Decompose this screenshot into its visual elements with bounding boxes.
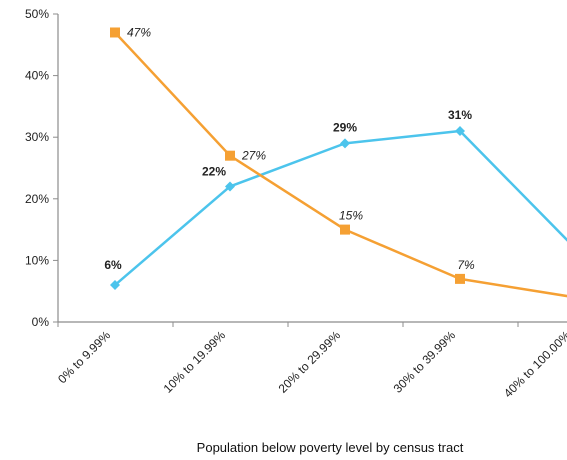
x-tick-label: 20% to 29.99% — [276, 328, 344, 396]
data-label: 29% — [333, 120, 357, 134]
x-tick-label: 10% to 19.99% — [161, 328, 229, 396]
data-point-marker — [455, 273, 465, 284]
data-label: 31% — [448, 108, 472, 122]
y-tick-label: 40% — [25, 69, 49, 83]
y-tick-label: 30% — [25, 130, 49, 144]
y-tick-label: 50% — [25, 7, 49, 21]
x-tick-label: 30% to 39.99% — [391, 328, 459, 396]
data-point-marker — [340, 138, 350, 149]
x-tick-label: 0% to 9.99% — [55, 328, 113, 386]
data-point-marker — [225, 181, 235, 192]
data-labels: 6% 22% 29% 31% 47% 27% 15% 7% — [104, 25, 475, 272]
data-point-marker — [340, 224, 350, 235]
data-point-marker — [225, 150, 235, 161]
data-label: 7% — [457, 258, 475, 272]
data-point-marker — [110, 280, 120, 291]
y-tick-label: 20% — [25, 192, 49, 206]
x-tick-label: 40% to 100.00% — [501, 328, 567, 400]
data-label: 6% — [104, 258, 122, 272]
series-layer — [110, 27, 567, 298]
axes: 0% 10% 20% 30% 40% 50% 0% to 9.99% 10% to 19.99… — [25, 7, 567, 400]
x-axis-title: Population below poverty level by census… — [197, 440, 464, 455]
y-tick-label: 0% — [32, 315, 50, 329]
data-label: 47% — [127, 25, 151, 39]
data-label: 27% — [241, 149, 266, 163]
data-label: 15% — [339, 209, 363, 223]
data-label: 22% — [202, 164, 226, 178]
data-point-marker — [110, 27, 120, 38]
series-line — [114, 31, 567, 298]
y-tick-label: 10% — [25, 253, 49, 267]
data-point-marker — [455, 126, 465, 137]
